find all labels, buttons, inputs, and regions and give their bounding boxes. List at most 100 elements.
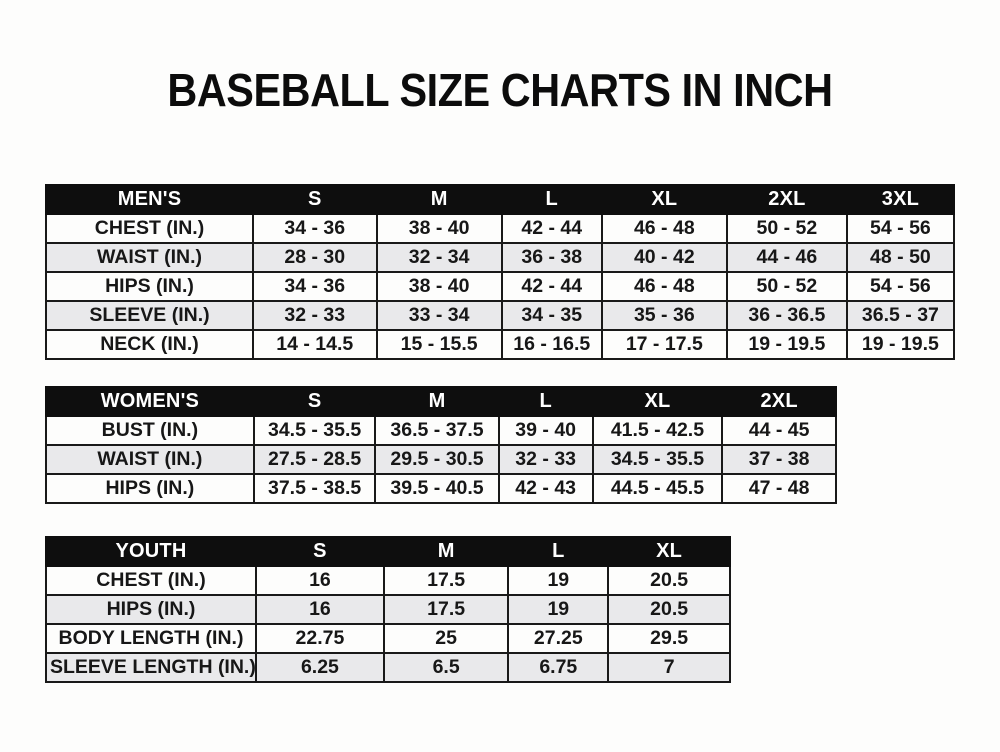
- mens-cell: 35 - 36: [600, 300, 728, 332]
- youth-header-row: YOUTH S M L XL: [45, 536, 731, 568]
- womens-cell: 27.5 - 28.5: [252, 444, 377, 476]
- youth-row-label: SLEEVE LENGTH (IN.): [45, 652, 257, 684]
- womens-size-header: XL: [591, 386, 724, 418]
- mens-cell: 38 - 40: [375, 271, 503, 303]
- youth-size-header: XL: [607, 536, 731, 568]
- mens-size-header: 3XL: [845, 184, 956, 216]
- womens-size-header: M: [374, 386, 500, 418]
- mens-cell: 54 - 56: [845, 213, 956, 245]
- womens-cell: 37 - 38: [721, 444, 837, 476]
- mens-cell: 15 - 15.5: [375, 329, 503, 361]
- womens-size-header: L: [497, 386, 594, 418]
- youth-cell: 16: [254, 565, 385, 597]
- mens-cell: 19 - 19.5: [845, 329, 956, 361]
- mens-cell: 46 - 48: [600, 271, 728, 303]
- mens-size-table: MEN'S S M L XL 2XL 3XL CHEST (IN.) 34 - 36 38 - 4…: [44, 184, 956, 361]
- mens-row-label: CHEST (IN.): [44, 213, 255, 245]
- mens-cell: 32 - 34: [375, 242, 503, 274]
- mens-row-label: WAIST (IN.): [44, 242, 255, 274]
- youth-cell: 17.5: [382, 565, 510, 597]
- mens-table-label: MEN'S: [44, 184, 255, 216]
- womens-header-row: WOMEN'S S M L XL 2XL: [45, 386, 837, 418]
- womens-cell: 41.5 - 42.5: [591, 415, 724, 447]
- womens-row: WAIST (IN.) 27.5 - 28.5 29.5 - 30.5 32 - 33…: [45, 444, 837, 476]
- youth-row-label: BODY LENGTH (IN.): [45, 623, 257, 655]
- womens-cell: 32 - 33: [497, 444, 594, 476]
- mens-cell: 28 - 30: [252, 242, 378, 274]
- mens-cell: 19 - 19.5: [725, 329, 848, 361]
- womens-cell: 37.5 - 38.5: [252, 473, 377, 505]
- womens-row-label: HIPS (IN.): [45, 473, 255, 505]
- mens-cell: 34 - 36: [252, 271, 378, 303]
- mens-cell: 42 - 44: [500, 213, 603, 245]
- mens-size-header: XL: [600, 184, 728, 216]
- womens-row: HIPS (IN.) 37.5 - 38.5 39.5 - 40.5 42 - 43 4…: [45, 473, 837, 505]
- youth-size-header: M: [382, 536, 510, 568]
- mens-row: NECK (IN.) 14 - 14.5 15 - 15.5 16 - 16.5 17 …: [44, 329, 956, 361]
- youth-cell: 22.75: [254, 623, 385, 655]
- youth-cell: 20.5: [607, 565, 731, 597]
- mens-row-label: NECK (IN.): [44, 329, 255, 361]
- page-title: BASEBALL SIZE CHARTS IN INCH: [167, 64, 833, 116]
- mens-row: HIPS (IN.) 34 - 36 38 - 40 42 - 44 46 - 48 50…: [44, 271, 956, 303]
- mens-cell: 46 - 48: [600, 213, 728, 245]
- youth-cell: 29.5: [607, 623, 731, 655]
- mens-cell: 16 - 16.5: [500, 329, 603, 361]
- youth-cell: 6.75: [507, 652, 610, 684]
- youth-row: HIPS (IN.) 16 17.5 19 20.5: [45, 594, 731, 626]
- youth-row-label: CHEST (IN.): [45, 565, 257, 597]
- youth-size-header: S: [254, 536, 385, 568]
- mens-size-header: 2XL: [725, 184, 848, 216]
- youth-cell: 27.25: [507, 623, 610, 655]
- youth-row: SLEEVE LENGTH (IN.) 6.25 6.5 6.75 7: [45, 652, 731, 684]
- mens-header-row: MEN'S S M L XL 2XL 3XL: [44, 184, 956, 216]
- mens-cell: 50 - 52: [725, 271, 848, 303]
- youth-row-label: HIPS (IN.): [45, 594, 257, 626]
- mens-cell: 17 - 17.5: [600, 329, 728, 361]
- youth-row: CHEST (IN.) 16 17.5 19 20.5: [45, 565, 731, 597]
- mens-cell: 32 - 33: [252, 300, 378, 332]
- mens-row: WAIST (IN.) 28 - 30 32 - 34 36 - 38 40 - 42 4…: [44, 242, 956, 274]
- youth-cell: 25: [382, 623, 510, 655]
- womens-cell: 34.5 - 35.5: [252, 415, 377, 447]
- youth-cell: 17.5: [382, 594, 510, 626]
- mens-cell: 34 - 35: [500, 300, 603, 332]
- mens-cell: 40 - 42: [600, 242, 728, 274]
- mens-row-label: HIPS (IN.): [44, 271, 255, 303]
- mens-row: SLEEVE (IN.) 32 - 33 33 - 34 34 - 35 35 - 36…: [44, 300, 956, 332]
- mens-size-header: M: [375, 184, 503, 216]
- youth-cell: 6.5: [382, 652, 510, 684]
- mens-cell: 36 - 38: [500, 242, 603, 274]
- womens-cell: 39.5 - 40.5: [374, 473, 500, 505]
- womens-cell: 47 - 48: [721, 473, 837, 505]
- womens-cell: 29.5 - 30.5: [374, 444, 500, 476]
- mens-row: CHEST (IN.) 34 - 36 38 - 40 42 - 44 46 - 48 5…: [44, 213, 956, 245]
- womens-size-table: WOMEN'S S M L XL 2XL BUST (IN.) 34.5 - 35.5 36.5…: [45, 386, 837, 505]
- mens-cell: 14 - 14.5: [252, 329, 378, 361]
- womens-row-label: BUST (IN.): [45, 415, 255, 447]
- womens-table-label: WOMEN'S: [45, 386, 255, 418]
- mens-cell: 42 - 44: [500, 271, 603, 303]
- youth-cell: 16: [254, 594, 385, 626]
- womens-size-header: S: [252, 386, 377, 418]
- womens-size-header: 2XL: [721, 386, 837, 418]
- youth-cell: 19: [507, 594, 610, 626]
- womens-cell: 39 - 40: [497, 415, 594, 447]
- mens-size-header: S: [252, 184, 378, 216]
- youth-table-label: YOUTH: [45, 536, 257, 568]
- youth-row: BODY LENGTH (IN.) 22.75 25 27.25 29.5: [45, 623, 731, 655]
- youth-cell: 20.5: [607, 594, 731, 626]
- womens-cell: 44.5 - 45.5: [591, 473, 724, 505]
- mens-cell: 48 - 50: [845, 242, 956, 274]
- youth-cell: 7: [607, 652, 731, 684]
- womens-row-label: WAIST (IN.): [45, 444, 255, 476]
- mens-cell: 36.5 - 37: [845, 300, 956, 332]
- mens-cell: 50 - 52: [725, 213, 848, 245]
- youth-cell: 6.25: [254, 652, 385, 684]
- mens-cell: 36 - 36.5: [725, 300, 848, 332]
- mens-cell: 33 - 34: [375, 300, 503, 332]
- womens-cell: 42 - 43: [497, 473, 594, 505]
- mens-cell: 54 - 56: [845, 271, 956, 303]
- womens-row: BUST (IN.) 34.5 - 35.5 36.5 - 37.5 39 - 40 4…: [45, 415, 837, 447]
